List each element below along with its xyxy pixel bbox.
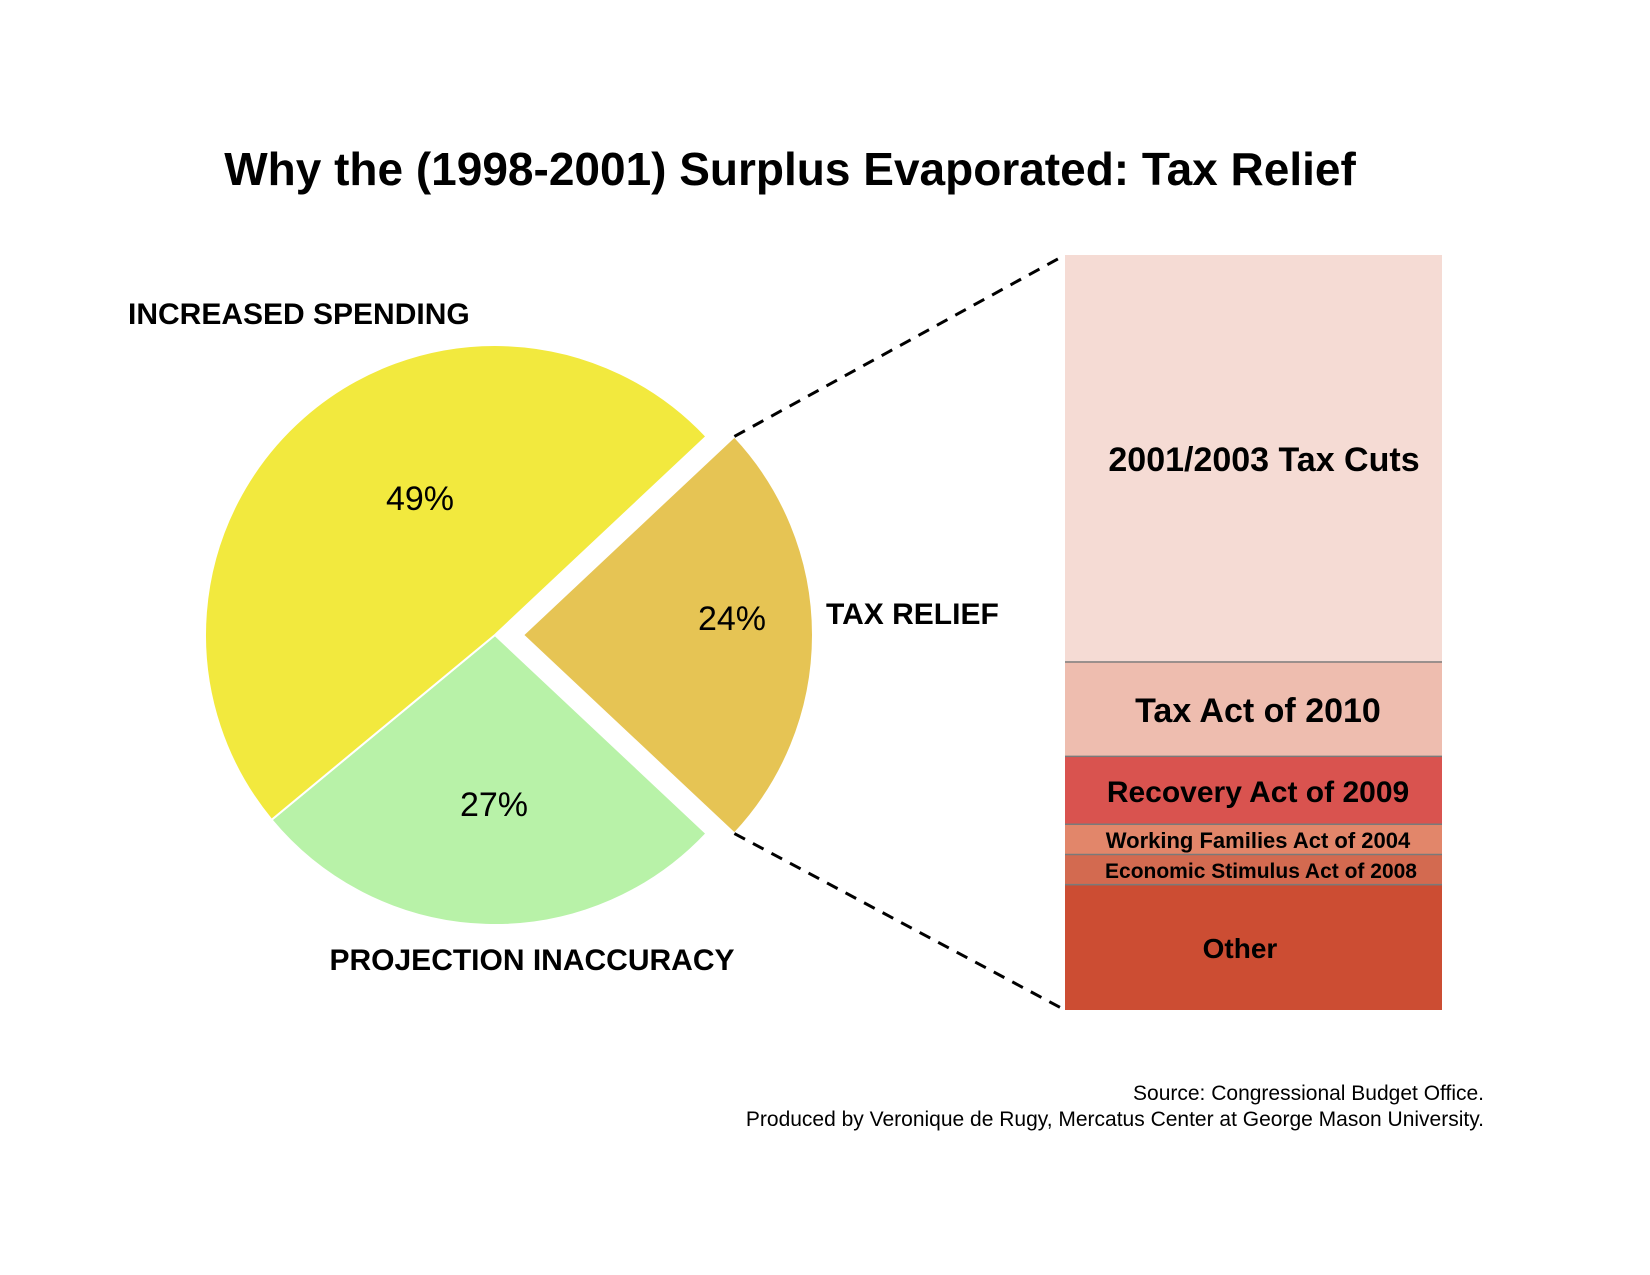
pie-slice-projection-inaccuracy (270, 633, 708, 926)
source-line-1: Source: Congressional Budget Office. (1133, 1082, 1484, 1105)
bar-label-tax-act-of-2010: Tax Act of 2010 (1135, 692, 1381, 730)
bar-segment-economic-stimulus-act-of-2008 (1065, 855, 1442, 886)
bar-segment-recovery-act-of-2009 (1065, 757, 1442, 826)
pie-label-tax-relief: TAX RELIEF (826, 598, 999, 631)
bar-segment-2001-2003-tax-cuts (1065, 255, 1442, 663)
bar-label-2001-2003-tax-cuts: 2001/2003 Tax Cuts (1108, 441, 1419, 479)
connector-line-top (733, 253, 1066, 438)
bar-label-working-families-act-of-2004: Working Families Act of 2004 (1106, 828, 1411, 853)
pie-label-increased-spending: INCREASED SPENDING (128, 298, 470, 331)
pie-label-projection-inaccuracy: PROJECTION INACCURACY (329, 944, 734, 977)
bar-label-recovery-act-of-2009: Recovery Act of 2009 (1107, 776, 1409, 809)
pie-slice-increased-spending (204, 344, 708, 822)
pct-label-tax-relief: 24% (698, 600, 766, 638)
bar-label-other: Other (1203, 933, 1278, 964)
stacked-bar: 2001/2003 Tax Cuts Tax Act of 2010 Recover… (1065, 255, 1442, 1010)
chart-title: Why the (1998-2001) Surplus Evaporated: … (224, 143, 1356, 195)
pie-slice-tax-relief (521, 435, 814, 835)
pie-chart (204, 344, 814, 926)
connector-line-bottom (733, 832, 1066, 1012)
pct-label-projection-inaccuracy: 27% (460, 786, 528, 824)
bar-label-economic-stimulus-act-of-2008: Economic Stimulus Act of 2008 (1105, 860, 1417, 883)
bar-segment-tax-act-of-2010 (1065, 662, 1442, 758)
bar-segment-working-families-act-of-2004 (1065, 825, 1442, 856)
pct-label-increased-spending: 49% (386, 480, 454, 518)
bar-segment-other (1065, 885, 1442, 1010)
source-line-2: Produced by Veronique de Rugy, Mercatus … (746, 1108, 1484, 1131)
